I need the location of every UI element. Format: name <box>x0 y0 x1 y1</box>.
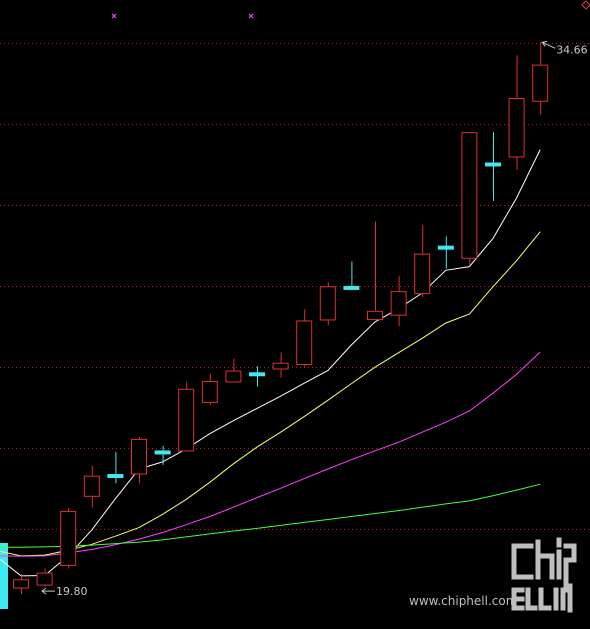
candle-19-body <box>461 132 478 259</box>
min-price-label: 19.80 <box>56 585 88 598</box>
candle-5 <box>131 437 147 484</box>
corner-diamond-icon <box>581 0 590 10</box>
candle-21 <box>508 55 525 171</box>
candle-12-body <box>296 320 313 365</box>
candle-10-body <box>249 372 265 377</box>
candle-7 <box>178 381 195 452</box>
candle-22-body <box>532 64 549 102</box>
candle-1-body <box>36 572 53 586</box>
candle-4-body <box>107 474 124 479</box>
candle-9-body <box>225 370 242 383</box>
candle-3 <box>83 465 100 508</box>
candle-0 <box>13 574 29 595</box>
max-price-annotation: 34.66 <box>541 40 588 56</box>
candle-0-body <box>13 579 29 589</box>
candle-6-body <box>154 450 171 455</box>
top-marker-1 <box>248 13 254 19</box>
chiphell-logo <box>511 537 577 613</box>
candle-18-body <box>437 245 454 250</box>
candle-16 <box>390 275 407 327</box>
min-price-arrowhead <box>41 587 47 595</box>
candle-13 <box>319 282 336 326</box>
candle-8-body <box>201 380 218 403</box>
candle-15-body <box>367 310 383 321</box>
candle-3-body <box>83 475 100 497</box>
candle-10 <box>249 366 265 387</box>
candle-13-body <box>319 286 336 321</box>
volume-bar-segment <box>0 543 8 609</box>
candle-15 <box>367 221 383 321</box>
candle-8 <box>201 373 218 406</box>
volume-bar <box>0 543 8 609</box>
candle-2-body <box>60 510 77 566</box>
candle-12 <box>296 309 313 367</box>
watermark-url: www.chiphell.com <box>409 594 517 608</box>
max-price-arrowhead <box>541 40 548 47</box>
candle-4 <box>107 451 124 484</box>
top-markers <box>111 13 254 19</box>
candle-11-body <box>272 362 289 370</box>
candle-9 <box>225 358 242 383</box>
candle-14 <box>343 261 360 290</box>
candle-16-body <box>390 291 407 316</box>
candle-11 <box>272 352 289 378</box>
max-price-label: 34.66 <box>556 43 588 56</box>
candle-20 <box>485 132 501 201</box>
candle-18 <box>437 236 454 269</box>
candle-22 <box>532 42 549 115</box>
max-price-arrow <box>541 41 556 49</box>
ma60-line <box>0 483 541 548</box>
candle-17 <box>414 225 431 298</box>
ma5-line <box>0 149 541 577</box>
candle-1 <box>36 568 53 587</box>
candle-17-body <box>414 253 431 295</box>
min-price-annotation: 19.80 <box>41 585 88 598</box>
candles <box>13 42 549 595</box>
candle-21-body <box>508 98 525 158</box>
ma20-line <box>0 351 541 557</box>
candle-20-body <box>485 162 501 167</box>
candle-6 <box>154 445 171 465</box>
candle-19 <box>461 132 478 266</box>
candle-2 <box>60 507 77 569</box>
candle-7-body <box>178 388 195 452</box>
moving-average-lines <box>0 149 541 577</box>
top-marker-0 <box>111 13 117 19</box>
candle-5-body <box>131 438 147 475</box>
chiphell-watermark: www.chiphell.com <box>409 537 577 613</box>
candle-14-body <box>343 285 360 290</box>
